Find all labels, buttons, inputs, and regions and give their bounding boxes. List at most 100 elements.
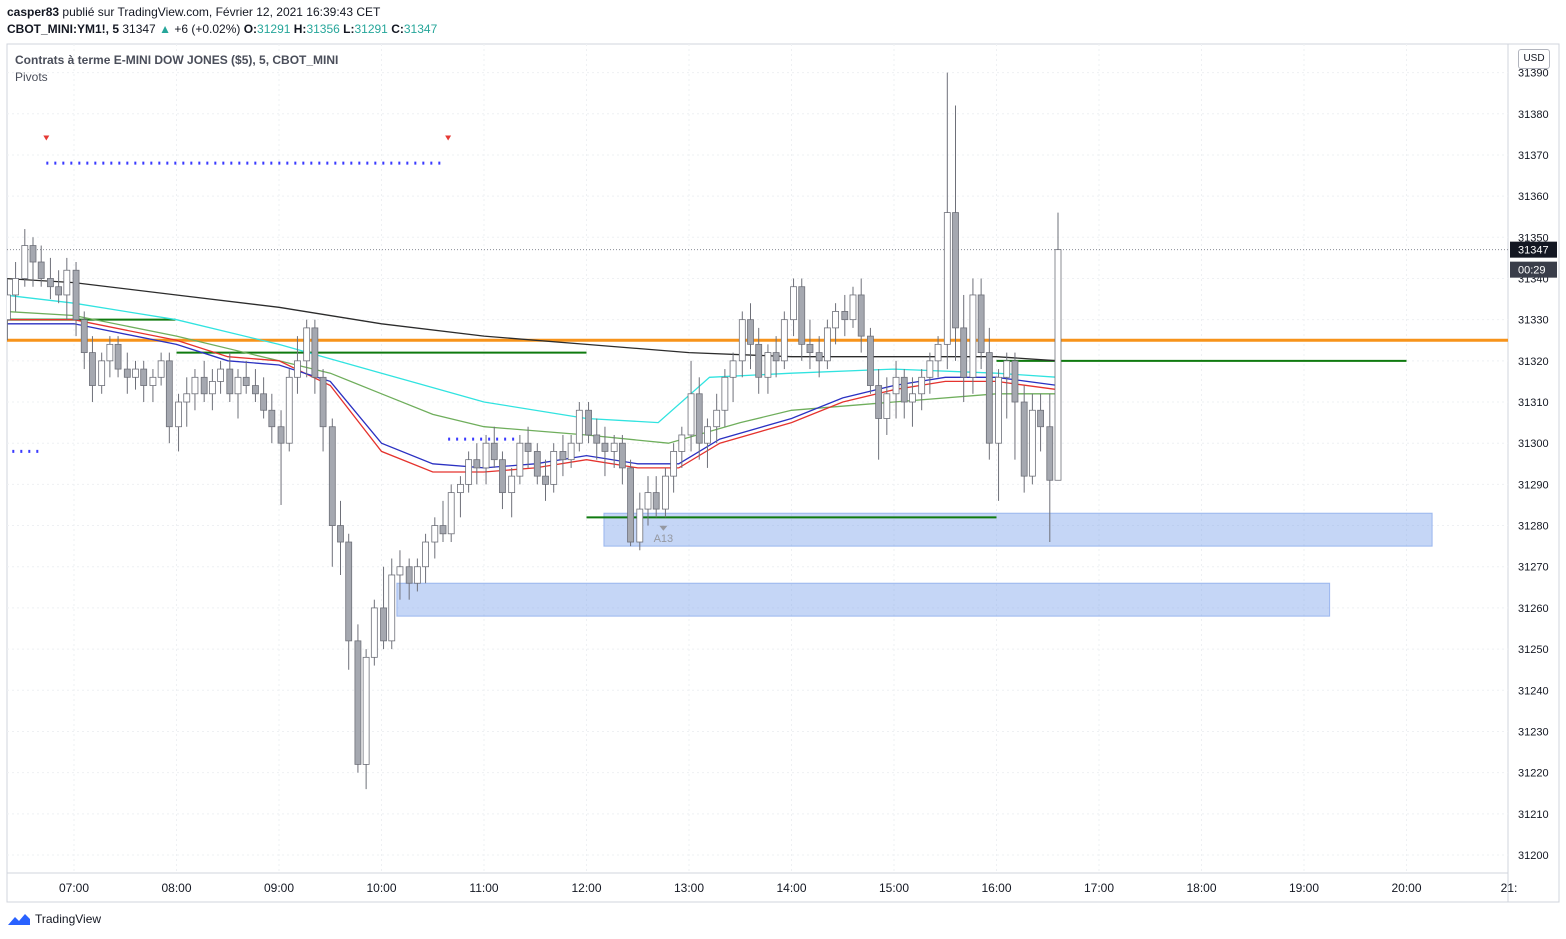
indicator-legend-pivots[interactable]: Pivots xyxy=(15,70,48,84)
candle-body xyxy=(465,459,473,485)
candle-body xyxy=(798,286,806,345)
candle-body xyxy=(636,508,644,543)
candle-body xyxy=(857,294,865,337)
x-tick-label: 09:00 xyxy=(264,881,294,895)
last-price: 31347 xyxy=(122,22,156,36)
candle-body xyxy=(883,393,891,419)
candle-body xyxy=(72,269,80,321)
open-label: O: xyxy=(243,22,258,36)
candle-body xyxy=(618,442,626,469)
y-tick-label: 31360 xyxy=(1518,191,1549,203)
candle-body xyxy=(37,261,45,279)
moving-average-line xyxy=(7,319,1059,473)
y-tick-label: 31220 xyxy=(1518,768,1549,780)
candle-body xyxy=(473,459,481,469)
y-tick-label: 31330 xyxy=(1518,315,1549,327)
candle-body xyxy=(704,426,711,444)
candle-body xyxy=(413,566,421,584)
y-tick-label: 31390 xyxy=(1518,68,1549,80)
candle-body xyxy=(165,360,173,428)
low-value: 31291 xyxy=(354,22,388,36)
candle-body xyxy=(644,492,652,510)
candle-body xyxy=(841,311,849,321)
candle-body xyxy=(892,376,900,395)
candle-body xyxy=(388,574,396,642)
candle-body xyxy=(1037,409,1044,428)
candle-body xyxy=(823,327,831,362)
candle-body xyxy=(252,385,259,395)
candle-body xyxy=(285,376,293,444)
x-tick-label: 20:00 xyxy=(1391,881,1421,895)
candle-body xyxy=(457,483,464,494)
candle-body xyxy=(242,376,250,386)
candle-body xyxy=(439,525,447,535)
candle-body xyxy=(755,343,763,378)
candle-body xyxy=(260,393,268,411)
candle-body xyxy=(149,376,157,386)
candle-body xyxy=(695,393,703,444)
author-name[interactable]: casper83 xyxy=(7,5,60,19)
candle-body xyxy=(354,640,362,765)
candle-body xyxy=(7,294,11,321)
time-axis xyxy=(6,872,1509,903)
candle-body xyxy=(1054,249,1062,481)
candle-body xyxy=(985,352,993,444)
candle-body xyxy=(380,607,387,642)
candle-body xyxy=(542,475,549,485)
candle-body xyxy=(627,467,634,543)
y-tick-label: 31280 xyxy=(1518,521,1549,533)
price-axis xyxy=(1507,43,1560,903)
y-tick-label: 31300 xyxy=(1518,438,1549,450)
candle-body xyxy=(977,294,985,354)
candle-body xyxy=(559,451,567,461)
candle-body xyxy=(21,245,29,279)
candle-body xyxy=(422,541,429,568)
currency-button[interactable]: USD xyxy=(1518,49,1550,69)
tradingview-branding: TradingView xyxy=(7,911,101,927)
candle-body xyxy=(687,393,695,436)
publish-info: casper83 publié sur TradingView.com, Fév… xyxy=(7,5,380,19)
x-tick-label: 17:00 xyxy=(1084,881,1114,895)
moving-average-line xyxy=(7,278,1059,362)
candle-body xyxy=(337,525,344,543)
candle-body xyxy=(482,442,490,469)
candle-body xyxy=(123,368,131,378)
candle-body xyxy=(277,426,285,444)
candle-body xyxy=(47,278,54,288)
candle-body xyxy=(550,451,558,485)
candle-body xyxy=(934,343,942,362)
y-tick-label: 31210 xyxy=(1518,809,1549,821)
candle-body xyxy=(849,294,857,321)
candle-body xyxy=(431,525,439,543)
y-tick-label: 31250 xyxy=(1518,644,1549,656)
support-zone xyxy=(603,512,1433,547)
moving-average-line xyxy=(7,310,1058,444)
y-tick-label: 31240 xyxy=(1518,685,1549,697)
candle-body xyxy=(909,393,916,403)
candle-body xyxy=(832,311,839,329)
candle-body xyxy=(29,245,37,263)
x-tick-label: 11:00 xyxy=(469,881,498,895)
y-tick-label: 31320 xyxy=(1518,356,1549,368)
tradingview-logo-icon xyxy=(8,914,30,925)
open-value: 31291 xyxy=(257,22,291,36)
candle-body xyxy=(268,409,276,428)
support-zone xyxy=(396,582,1331,617)
y-tick-label: 31230 xyxy=(1518,726,1549,738)
x-tick-label: 19:00 xyxy=(1289,881,1319,895)
chart-legend-title[interactable]: Contrats à terme E-MINI DOW JONES ($5), … xyxy=(15,53,339,67)
candle-body xyxy=(662,475,669,510)
candle-body xyxy=(499,459,506,494)
annotation-label: A13 xyxy=(654,533,674,545)
candle-body xyxy=(80,319,88,354)
candle-body xyxy=(943,212,951,345)
candle-body xyxy=(98,360,106,386)
candle-body xyxy=(815,352,823,362)
candle-body xyxy=(114,343,122,370)
last-price-badge-label: 31347 xyxy=(1518,245,1549,257)
x-tick-label: 12:00 xyxy=(571,881,601,895)
candle-body xyxy=(55,286,63,296)
candle-body xyxy=(780,319,788,362)
last-price-badge xyxy=(1510,241,1557,258)
